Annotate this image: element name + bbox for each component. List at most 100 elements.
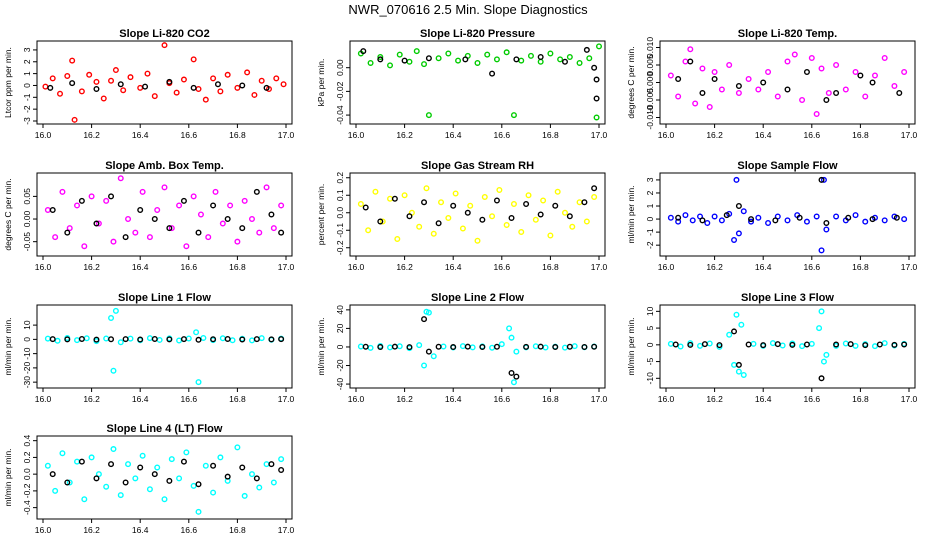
y-axis-label: ml/min per min. [626,317,636,375]
data-point [273,75,280,82]
data-point [44,206,51,213]
data-point [711,68,718,75]
data-point [362,343,369,350]
data-point [372,188,379,195]
data-point [74,202,81,209]
data-point [137,336,144,343]
data-point [537,211,544,218]
x-tick-label: 16.0 [35,130,52,140]
data-point [168,225,175,232]
data-point [862,342,869,349]
data-point [396,51,403,58]
chart-panel: Slope Line 2 Flow 16.0 16.2 16.4 16.6 16.8 17.… [316,292,608,404]
data-point [481,193,488,200]
data-point [566,213,573,220]
data-point [69,57,76,64]
x-tick-label: 16.6 [181,525,198,535]
data-point [227,202,234,209]
panel-title: Slope Li-820 CO2 [119,28,209,40]
data-point [735,361,742,368]
data-point [532,343,539,350]
data-point [197,211,204,218]
data-point [891,82,898,89]
data-point [251,91,258,98]
data-point [144,70,151,77]
data-point [459,225,466,232]
data-point [813,213,820,220]
y-axis-label: degrees C per min. [626,46,636,118]
data-point [862,218,869,225]
data-point [268,461,275,468]
data-point [210,462,217,469]
y-tick-label: -0.4 [22,500,32,515]
data-point [258,77,265,84]
x-tick-label: 17.0 [591,394,608,404]
data-point [808,340,815,347]
data-point [95,471,102,478]
data-point [142,83,149,90]
data-point [760,79,767,86]
data-point [498,341,505,348]
data-point [789,341,796,348]
data-point [731,361,738,368]
data-point [357,200,364,207]
data-point [122,336,129,343]
data-point [726,62,733,69]
data-point [413,48,420,55]
data-point [596,43,603,50]
data-point [137,464,144,471]
data-point [735,230,742,237]
data-point [103,483,110,490]
data-point [210,75,217,82]
data-point [774,93,781,100]
x-tick-label: 16.4 [755,130,772,140]
data-point [401,192,408,199]
data-point [784,58,791,65]
plot-frame [659,172,916,257]
data-point [566,343,573,350]
data-point [217,454,224,461]
data-point [818,247,825,254]
data-point [740,371,747,378]
data-point [210,489,217,496]
data-point [176,337,183,344]
data-point [125,216,132,223]
data-point [421,199,428,206]
data-point [360,48,367,55]
data-point [591,343,598,350]
data-point [842,340,849,347]
data-point [190,56,197,63]
panel-title: Slope Line 4 (LT) Flow [107,423,223,435]
data-point [799,96,806,103]
figure-title: NWR_070616 2.5 Min. Slope Diagnostics [348,2,588,17]
x-tick-label: 17.0 [591,130,608,140]
data-point [234,444,241,451]
x-tick-label: 16.4 [132,130,149,140]
data-point [738,321,745,328]
y-axis-label: ml/min per min. [3,448,13,506]
y-tick-label: -10 [22,347,32,360]
data-point [552,202,559,209]
data-point [823,351,830,358]
plot-frame [36,435,293,520]
data-point [195,229,202,236]
data-point [362,204,369,211]
data-point [93,78,100,85]
data-point [687,341,694,348]
data-point [234,238,241,245]
data-point [258,335,265,342]
data-point [893,214,900,221]
y-tick-label: 0.010 [645,37,655,59]
x-tick-label: 16.8 [229,525,246,535]
data-point [425,348,432,355]
data-point [253,336,260,343]
y-tick-label: 0 [22,83,32,88]
data-point [675,93,682,100]
data-point [823,219,830,226]
data-point [74,458,81,465]
data-point [180,197,187,204]
data-point [146,234,153,241]
data-point [561,58,568,65]
chart-panel: Slope Amb. Box Temp. 16.0 16.2 16.4 16.6 16.8… [3,160,295,272]
data-point [862,93,869,100]
